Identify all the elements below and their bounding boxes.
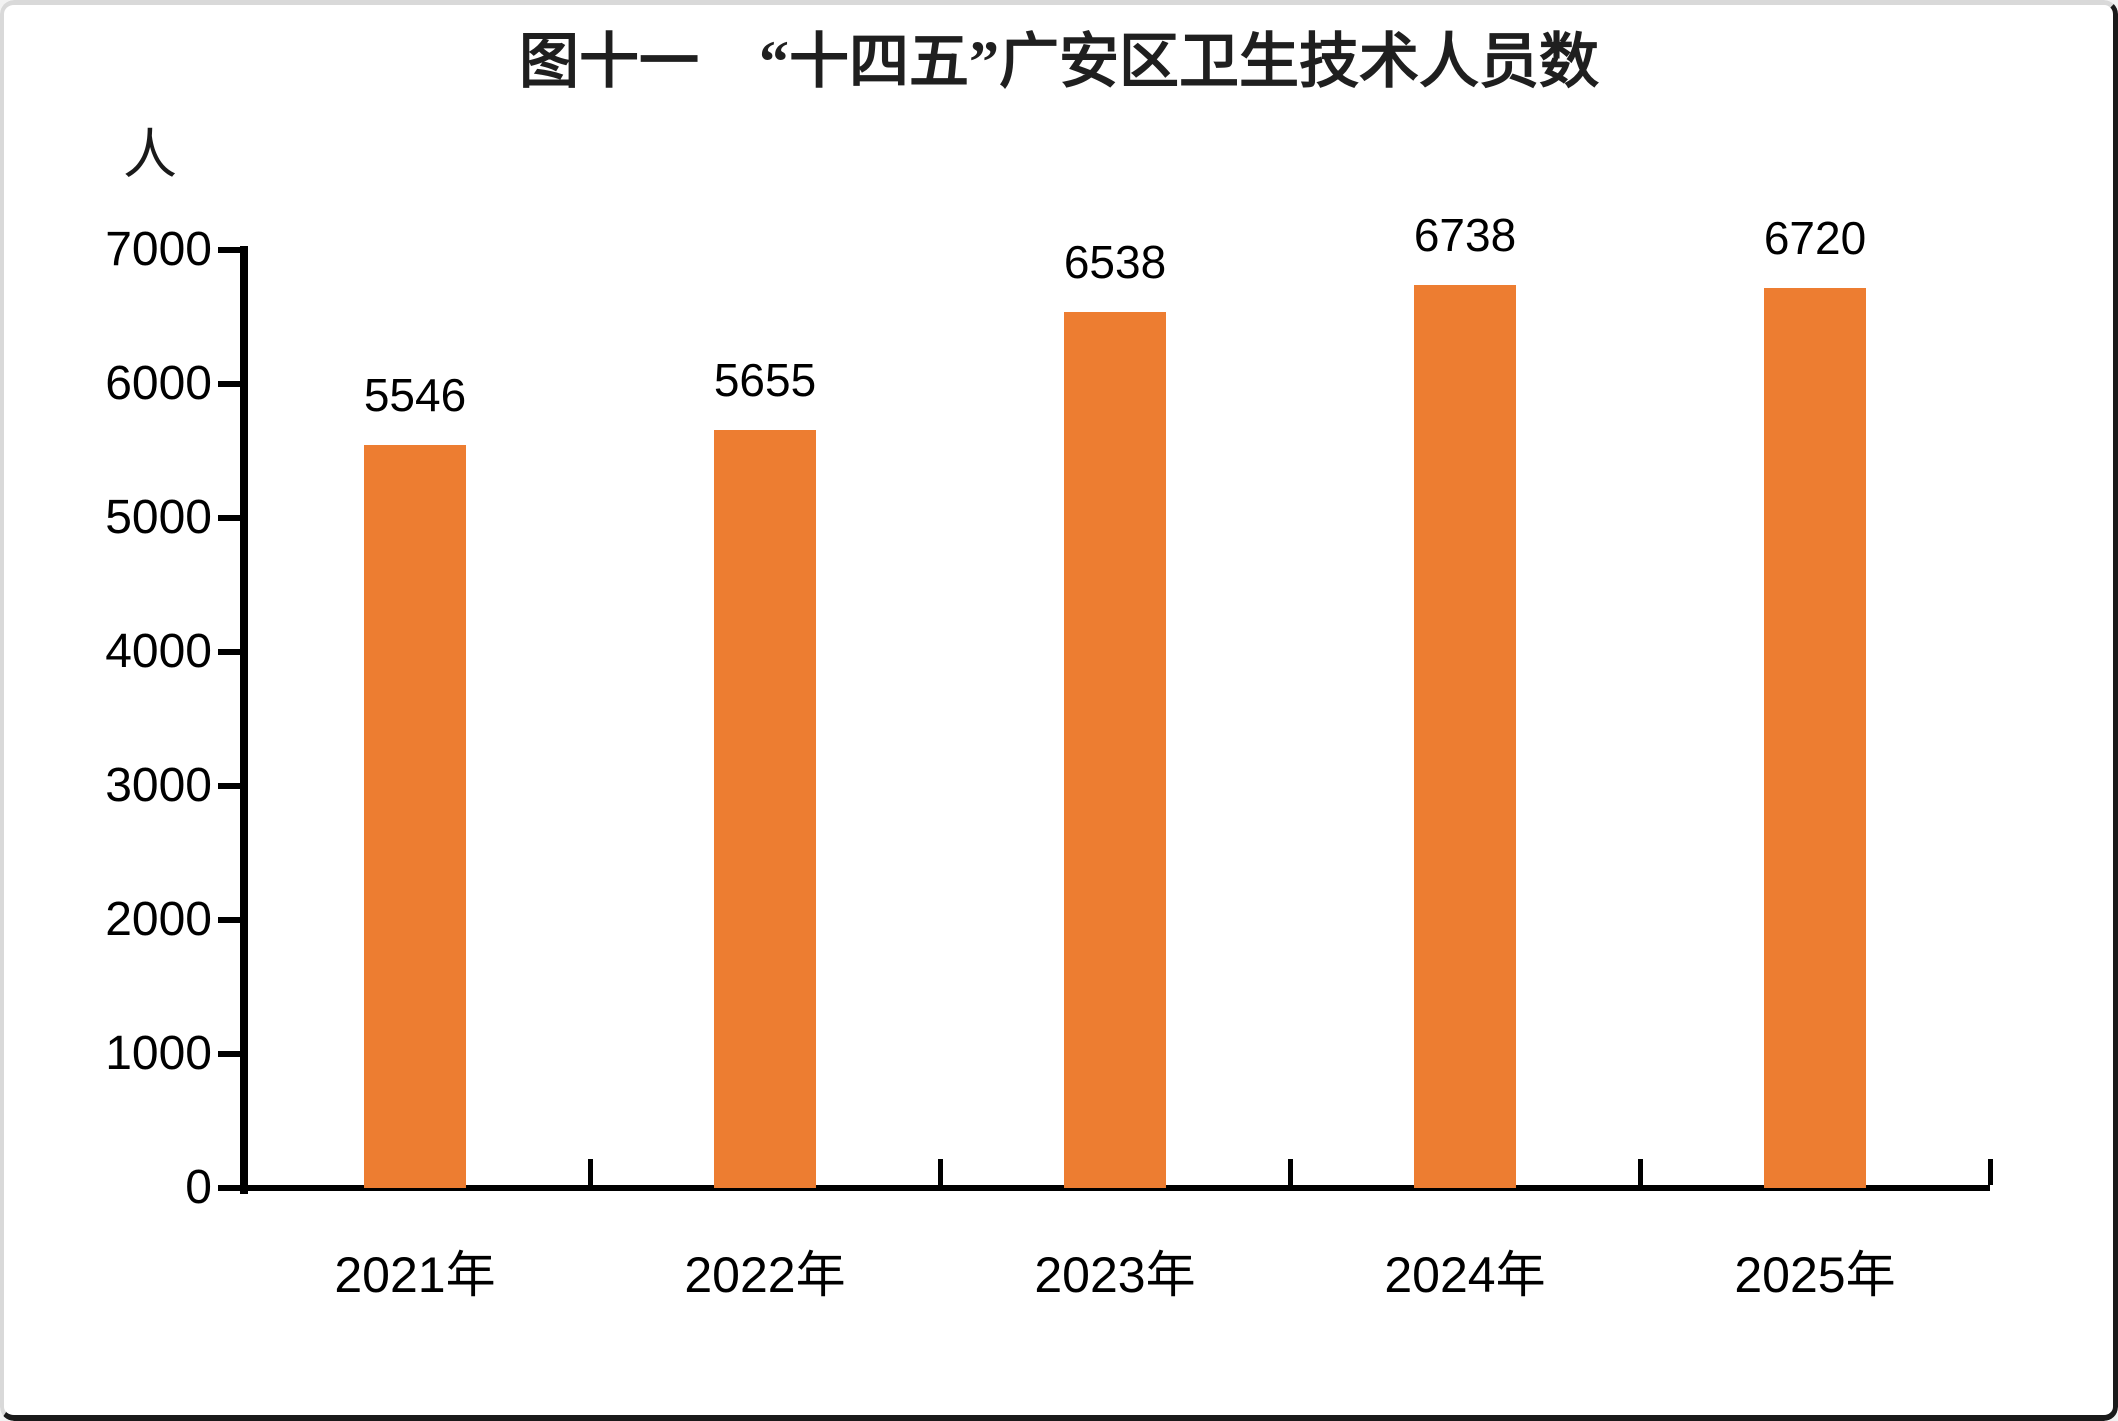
x-axis-line — [240, 1185, 1990, 1191]
y-tick — [218, 649, 240, 655]
y-axis-line — [240, 246, 248, 1194]
bar-value-label: 6720 — [1763, 212, 1867, 264]
y-tick-label: 2000 — [105, 893, 212, 946]
y-tick-label: 1000 — [105, 1027, 212, 1080]
y-tick-label: 3000 — [105, 759, 212, 812]
x-tick — [1288, 1159, 1293, 1185]
y-tick — [218, 247, 240, 253]
bar-value-label: 5546 — [363, 369, 467, 421]
bar — [1414, 285, 1516, 1188]
bar-value-label: 5655 — [713, 354, 817, 406]
bar — [364, 445, 466, 1188]
x-category-label: 2024年 — [1384, 1247, 1546, 1303]
x-category-label: 2023年 — [1034, 1247, 1196, 1303]
y-tick — [218, 1051, 240, 1057]
y-tick — [218, 917, 240, 923]
bar — [1064, 312, 1166, 1188]
y-tick — [218, 381, 240, 387]
y-tick-label: 7000 — [105, 223, 212, 276]
y-tick-label: 6000 — [105, 357, 212, 410]
y-tick — [218, 783, 240, 789]
y-tick-label: 5000 — [105, 491, 212, 544]
x-tick — [1638, 1159, 1643, 1185]
y-tick — [218, 1185, 240, 1191]
bar — [1764, 288, 1866, 1188]
x-tick — [588, 1159, 593, 1185]
y-tick — [218, 515, 240, 521]
x-category-label: 2025年 — [1734, 1247, 1896, 1303]
x-category-label: 2021年 — [334, 1247, 496, 1303]
x-category-label: 2022年 — [684, 1247, 846, 1303]
x-tick — [1988, 1159, 1993, 1185]
bar-value-label: 6538 — [1063, 236, 1167, 288]
bar — [714, 430, 816, 1188]
x-tick — [938, 1159, 943, 1185]
unit-label: 人 — [123, 125, 177, 185]
y-tick-label: 4000 — [105, 625, 212, 678]
y-tick-label: 0 — [185, 1161, 212, 1214]
bar-value-label: 6738 — [1413, 209, 1517, 261]
chart-title: 图十一 “十四五”广安区卫生技术人员数 — [519, 29, 1599, 95]
